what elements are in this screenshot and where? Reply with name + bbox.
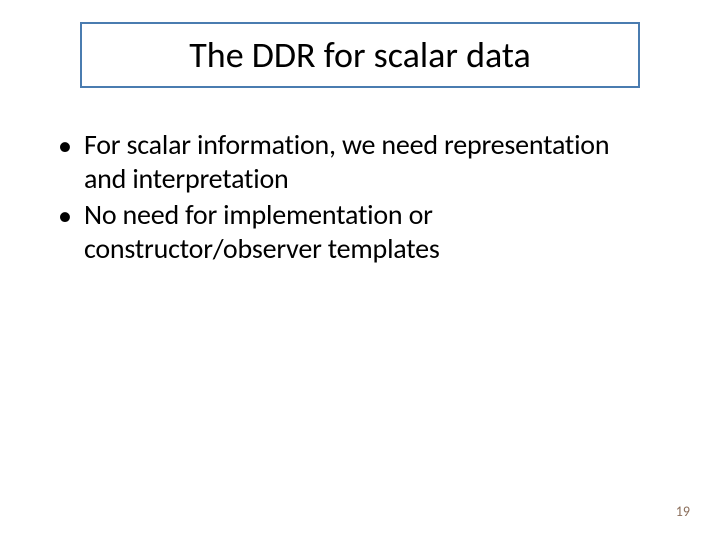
bullet-marker-icon: • [58, 128, 72, 164]
bullet-item: • No need for implementation or construc… [58, 198, 648, 266]
page-number: 19 [676, 503, 690, 520]
bullet-text: No need for implementation or constructo… [84, 198, 648, 266]
slide-container: The DDR for scalar data • For scalar inf… [0, 0, 720, 540]
slide-body: • For scalar information, we need repres… [58, 128, 648, 268]
bullet-marker-icon: • [58, 198, 72, 234]
bullet-text: For scalar information, we need represen… [84, 128, 648, 196]
slide-title: The DDR for scalar data [189, 33, 531, 77]
title-box: The DDR for scalar data [80, 22, 640, 88]
bullet-item: • For scalar information, we need repres… [58, 128, 648, 196]
